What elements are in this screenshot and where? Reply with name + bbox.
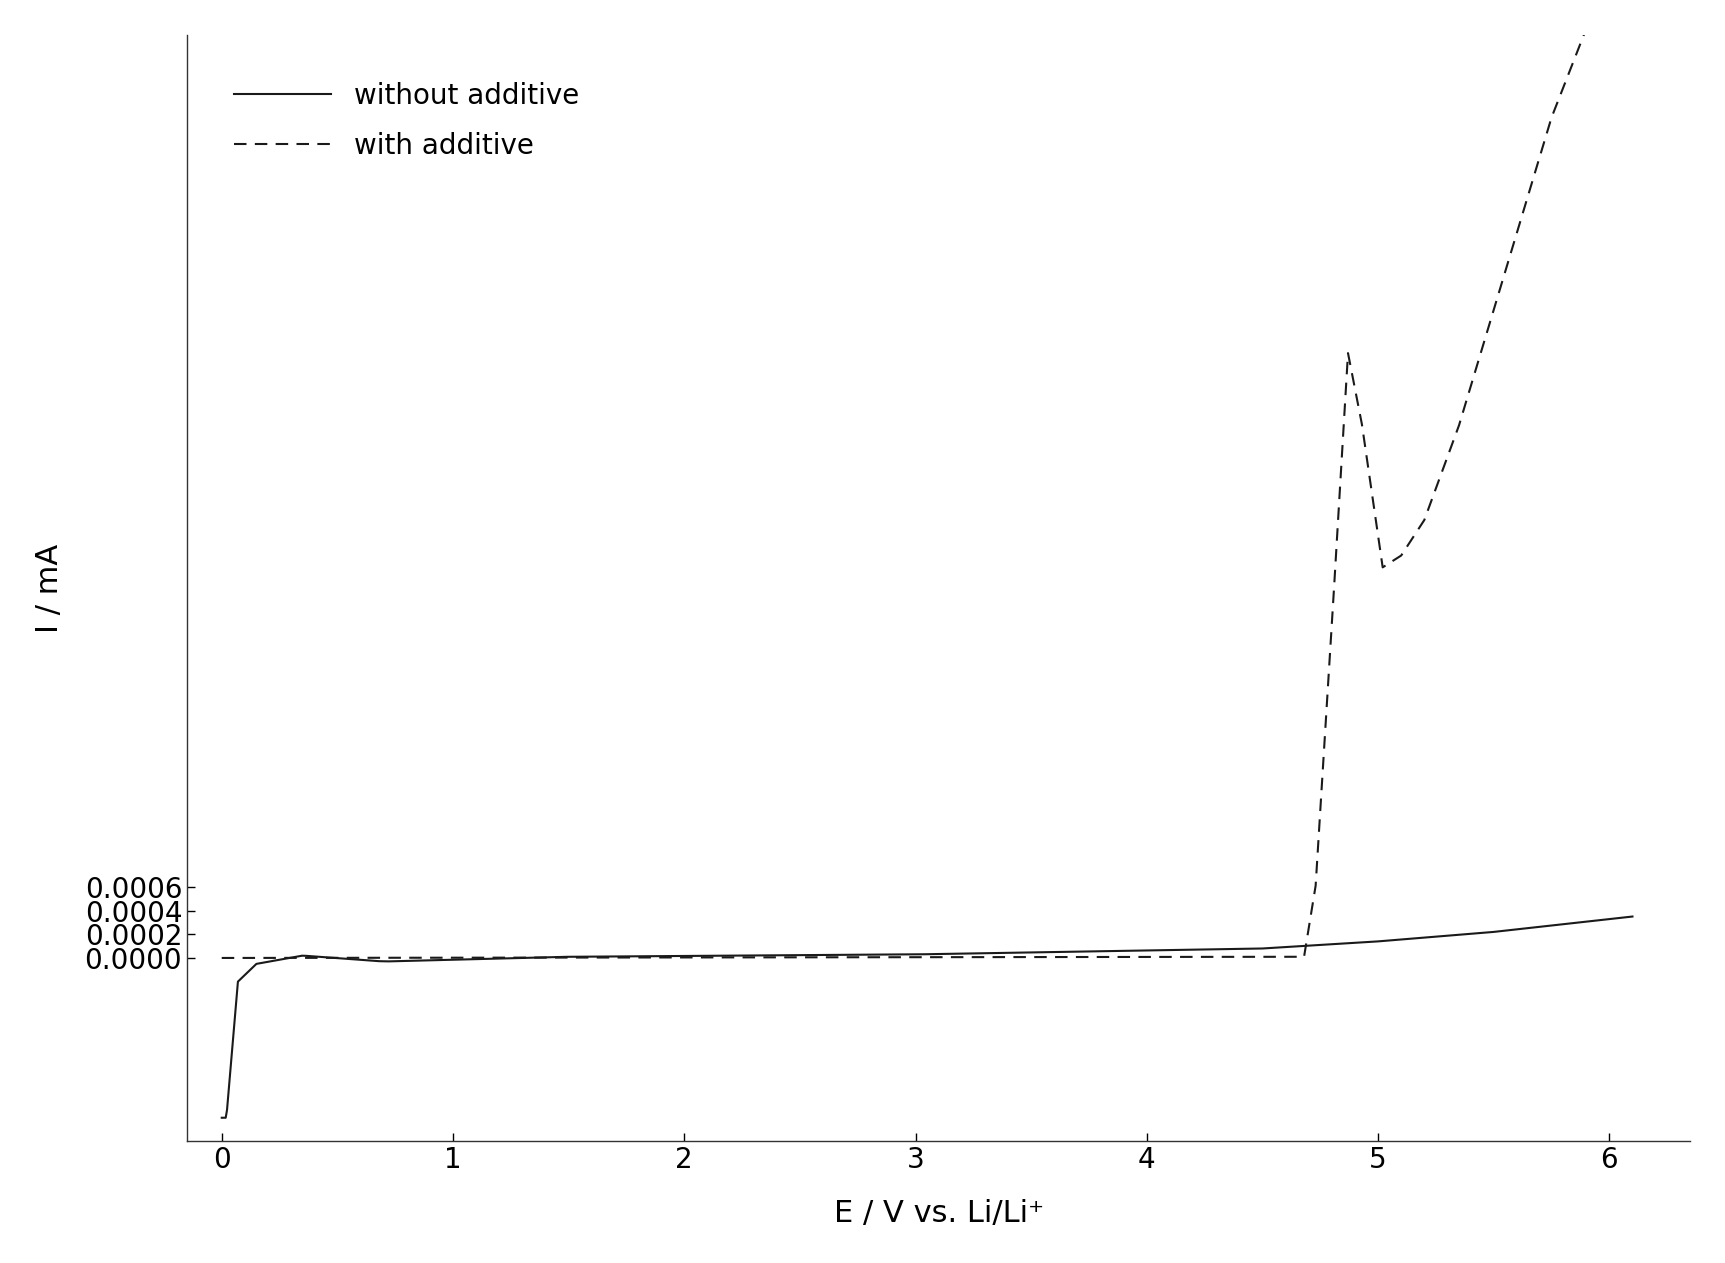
Line: with additive: with additive xyxy=(223,0,1622,957)
with additive xyxy=(212,950,233,965)
without additive xyxy=(1477,925,1497,940)
without additive xyxy=(324,950,345,965)
without additive xyxy=(212,1110,233,1125)
without additive xyxy=(968,946,988,961)
without additive xyxy=(1295,938,1316,954)
without additive xyxy=(1622,909,1642,925)
with additive xyxy=(1392,546,1413,561)
without additive xyxy=(1199,942,1220,957)
Line: without additive: without additive xyxy=(223,917,1632,1118)
with additive xyxy=(1444,429,1465,445)
with additive xyxy=(1537,126,1558,141)
Y-axis label: I / mA: I / mA xyxy=(34,543,64,633)
with additive xyxy=(1251,950,1271,965)
without additive xyxy=(278,951,298,966)
X-axis label: E / V vs. Li/Li⁺: E / V vs. Li/Li⁺ xyxy=(833,1200,1044,1229)
Legend: without additive, with additive: without additive, with additive xyxy=(200,48,612,193)
with additive xyxy=(1261,950,1282,965)
with additive xyxy=(507,950,528,965)
